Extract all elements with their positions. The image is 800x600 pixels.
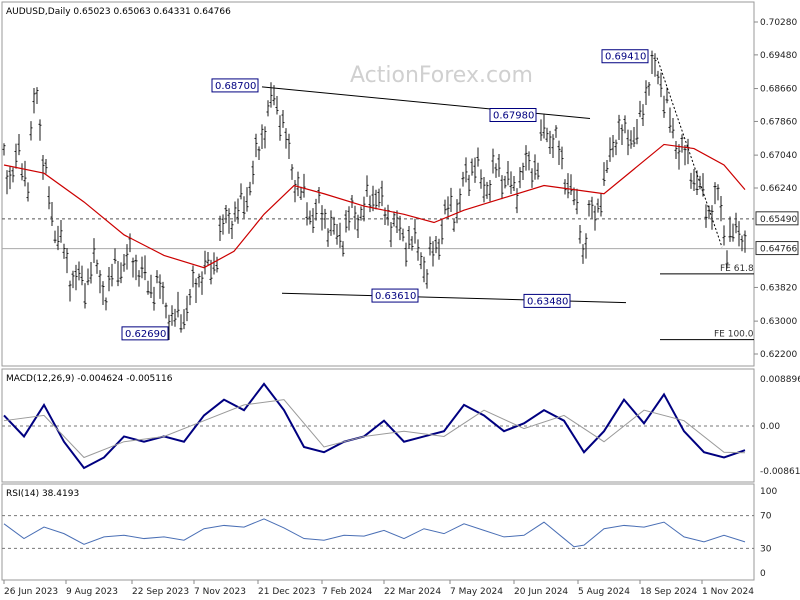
x-tick-label: 22 Mar 2024 <box>384 587 441 597</box>
annotation-box <box>489 108 537 123</box>
annotation-label: 0.69410 <box>605 52 646 63</box>
moving-average-line <box>3 143 746 269</box>
macd-line <box>3 382 746 470</box>
annotation-label: 0.68700 <box>215 81 256 92</box>
x-tick-label: 7 May 2024 <box>450 587 503 597</box>
price-tick-label: 0.64766 <box>760 245 797 255</box>
price-tick-label: 0.70280 <box>760 18 797 28</box>
x-tick-label: 1 Nov 2024 <box>702 587 754 597</box>
macd-series <box>2 382 754 470</box>
annotation-box <box>211 78 259 93</box>
signal-line <box>3 399 746 459</box>
macd-tick-label: 0.00 <box>760 422 780 432</box>
x-tick-label: 7 Feb 2024 <box>322 587 373 597</box>
price-tag <box>755 211 799 226</box>
price-annotation: 0.63480 <box>523 293 571 308</box>
rsi-series <box>2 515 754 549</box>
price-tick-label: 0.69480 <box>760 51 797 61</box>
x-tick-label: 5 Aug 2024 <box>578 587 630 597</box>
projection-line <box>656 57 723 248</box>
price-annotation: 0.68700 <box>211 78 259 93</box>
annotation-box <box>121 326 169 341</box>
x-tick-label: 20 Jun 2024 <box>514 587 568 597</box>
annotation-box <box>523 293 571 308</box>
x-tick-label: 26 Jun 2023 <box>4 587 58 597</box>
x-tick-label: 7 Nov 2023 <box>194 587 246 597</box>
price-tick-label: 0.66240 <box>760 184 797 194</box>
price-annotation: 0.62690 <box>121 326 169 341</box>
annotation-label: 0.67980 <box>493 111 534 122</box>
annotation-label: 0.63480 <box>527 296 568 307</box>
annotation-label: 0.62690 <box>125 329 166 340</box>
macd-tick-label: 0.008896 <box>760 375 800 385</box>
rsi-header: RSI(14) 38.4193 <box>6 489 79 499</box>
price-tick-label: 0.67860 <box>760 117 797 127</box>
price-tag <box>755 241 799 256</box>
price-tick-label: 0.62200 <box>760 350 797 360</box>
rsi-tick-label: 70 <box>760 512 772 522</box>
price-tick-label: 0.65490 <box>760 215 797 225</box>
price-header: AUDUSD,Daily 0.65023 0.65063 0.64331 0.6… <box>6 7 231 17</box>
price-tick-label: 0.63000 <box>760 317 797 327</box>
rsi-tick-label: 0 <box>760 569 766 579</box>
price-annotation: 0.69410 <box>601 49 649 64</box>
macd-tick-label: -0.008612 <box>760 467 800 477</box>
fe-label: FE 61.8 <box>720 264 754 274</box>
rsi-tick-label: 30 <box>760 544 772 554</box>
x-tick-label: 21 Dec 2023 <box>258 587 316 597</box>
watermark: ActionForex.com <box>350 63 533 88</box>
x-tick-label: 18 Sep 2024 <box>640 587 697 597</box>
fe-label: FE 100.0 <box>714 330 754 340</box>
rsi-line <box>3 518 746 548</box>
annotation-box <box>601 49 649 64</box>
annotation-box <box>371 288 419 303</box>
x-tick-label: 9 Aug 2023 <box>66 587 118 597</box>
annotation-label: 0.63610 <box>375 291 416 302</box>
rsi-tick-label: 100 <box>760 487 777 497</box>
price-tick-label: 0.67040 <box>760 151 797 161</box>
price-annotation: 0.63610 <box>371 288 419 303</box>
macd-header: MACD(12,26,9) -0.004624 -0.005116 <box>6 374 173 384</box>
price-series: 0.62690 0.68700 0.63610 0.67980 0.63480 0.694… <box>2 49 754 341</box>
price-tick-label: 0.63820 <box>760 283 797 293</box>
axes: 0.70280 0.69480 0.68660 0.67860 0.67040 0.662… <box>3 18 800 597</box>
x-tick-label: 22 Sep 2023 <box>132 587 189 597</box>
price-annotation: 0.67980 <box>489 108 537 123</box>
price-tick-label: 0.68660 <box>760 85 797 95</box>
